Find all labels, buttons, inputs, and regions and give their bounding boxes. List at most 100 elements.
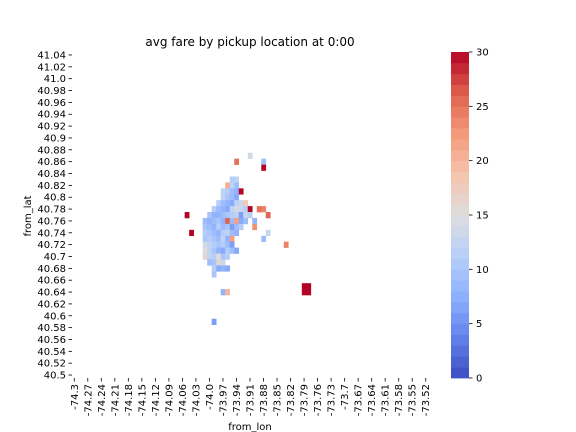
heatmap-cell (216, 235, 222, 242)
heatmap-cell (243, 200, 249, 207)
heatmap-cell (184, 212, 190, 219)
heatmap-cell (301, 283, 307, 290)
colorbar-segment (451, 291, 469, 303)
heatmap-cell (211, 271, 217, 278)
heatmap-cell (189, 229, 194, 237)
heatmap-cell (216, 206, 222, 213)
y-tick-label: 40.72 (37, 240, 66, 251)
y-tick-label: 40.62 (37, 299, 66, 310)
y-tick-label: 40.66 (37, 276, 66, 287)
heatmap-cell (234, 223, 240, 231)
colorbar-segment (451, 225, 469, 238)
x-tick-label: -73.67 (354, 384, 365, 416)
heatmap-cell (220, 235, 226, 242)
heatmap-cell (216, 200, 222, 207)
colorbar-segment (451, 128, 469, 140)
colorbar-tick-label: 10 (476, 265, 489, 276)
heatmap-cell (238, 212, 244, 219)
heatmap-cell (202, 241, 208, 248)
heatmap-cell (229, 182, 235, 189)
heatmap-cell (252, 217, 258, 225)
heatmap-cell (225, 206, 231, 213)
y-tick-label: 40.64 (37, 288, 66, 299)
heatmap-cell (256, 206, 262, 213)
heatmap-cell (229, 217, 235, 225)
colorbar-segment (451, 367, 469, 379)
heatmap-cell (229, 223, 235, 231)
heatmap-cell (220, 206, 226, 213)
colorbar-segment (451, 171, 469, 183)
heatmap-cell (211, 229, 217, 237)
heatmap-cell (225, 289, 231, 296)
colorbar-segment (451, 73, 469, 85)
colorbar-segment (451, 215, 469, 227)
colorbar-segment (451, 247, 469, 259)
y-tick-label: 40.88 (37, 145, 66, 156)
y-tick-label: 40.78 (37, 205, 66, 216)
heatmap-cell (225, 223, 231, 231)
heatmap-cell (207, 229, 212, 237)
heatmap-cell (243, 217, 249, 225)
x-tick-label: -73.52 (421, 384, 432, 416)
x-tick-label: -73.7 (340, 384, 351, 410)
heatmap-cell (229, 176, 235, 183)
x-tick-label: -74.06 (178, 384, 189, 416)
heatmap-cell (225, 188, 231, 195)
heatmap-cell (220, 200, 226, 207)
x-tick-label: -74.0 (205, 384, 216, 410)
colorbar-segment (451, 334, 469, 346)
colorbar-segment (451, 106, 469, 118)
heatmap-cell (247, 206, 253, 213)
heatmap-cell (220, 188, 226, 195)
x-tick-label: -74.09 (164, 384, 175, 416)
y-tick-label: 40.94 (37, 110, 66, 121)
heatmap-cells (184, 152, 312, 325)
heatmap-cell (261, 235, 267, 242)
heatmap-cell (225, 235, 231, 242)
heatmap-cell (216, 265, 222, 272)
y-tick-label: 40.54 (37, 347, 66, 358)
y-tick-label: 41.04 (37, 50, 66, 61)
heatmap-cell (220, 223, 226, 231)
y-tick-label: 40.96 (37, 98, 66, 109)
y-tick-label: 40.92 (37, 122, 66, 133)
heatmap-cell (216, 241, 222, 248)
colorbar-segment (451, 204, 469, 216)
colorbar-segment (451, 269, 469, 281)
heatmap-cell (229, 241, 235, 248)
x-tick-label: -74.27 (83, 384, 94, 416)
heatmap-cell (211, 206, 217, 213)
y-tick-label: 40.68 (37, 264, 66, 275)
heatmap-cell (225, 182, 231, 189)
colorbar-segment (451, 193, 469, 205)
heatmap-cell (202, 229, 208, 237)
x-tick-label: -73.64 (367, 384, 378, 416)
colorbar-ticks: 0 5 10 15 20 25 30 (469, 48, 489, 385)
heatmap-cell (207, 217, 212, 225)
colorbar-segment (451, 345, 469, 357)
heatmap-cell (211, 318, 217, 325)
heatmap-cell (229, 235, 235, 242)
heatmap-cell (202, 253, 208, 260)
heatmap-cell (211, 223, 217, 231)
heatmap-cell (234, 200, 240, 207)
y-tick-label: 40.7 (44, 252, 66, 263)
heatmap-cell (265, 229, 271, 237)
heatmap-cell (234, 212, 240, 219)
x-tick-label: -73.91 (246, 384, 257, 416)
heatmap-cell (229, 194, 235, 201)
colorbar-segment (451, 160, 469, 172)
colorbar-tick-label: 25 (476, 102, 489, 113)
x-tick-label: -73.61 (381, 384, 392, 416)
heatmap-cell (238, 200, 244, 207)
colorbar-segment (451, 236, 469, 248)
heatmap-cell (220, 289, 226, 296)
heatmap-cell (211, 235, 217, 242)
heatmap-cell (220, 229, 226, 237)
heatmap-cell (216, 253, 222, 260)
x-tick-label: -74.12 (151, 384, 162, 416)
colorbar-segment (451, 301, 469, 314)
x-tick-label: -74.3 (70, 384, 81, 410)
